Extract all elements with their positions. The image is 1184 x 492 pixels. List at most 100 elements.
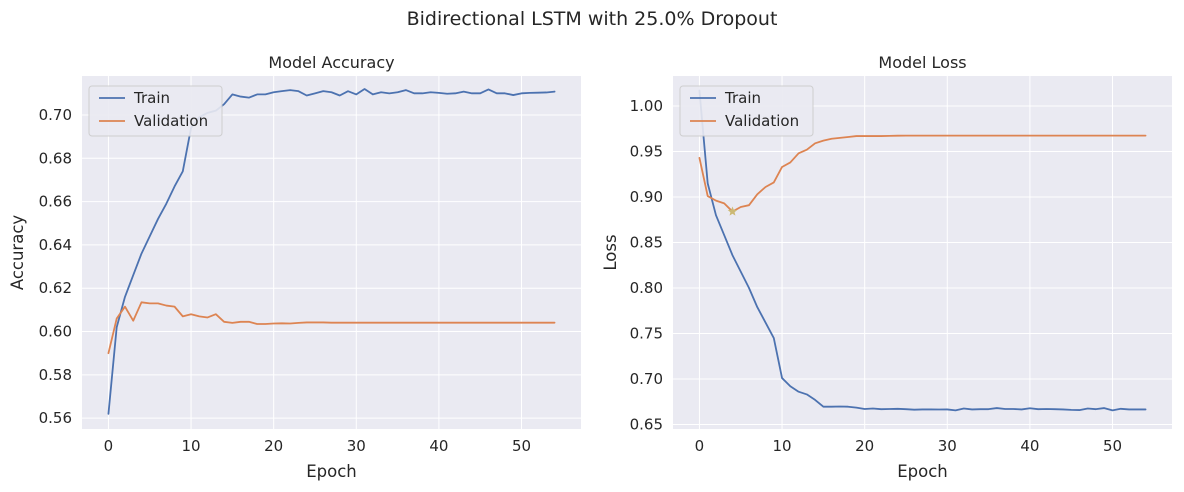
accuracy-validation-point <box>512 322 514 324</box>
loss-train-point <box>1145 409 1147 411</box>
accuracy-train-point <box>421 92 423 94</box>
loss-train-point <box>798 391 800 393</box>
loss-train-point <box>996 407 998 409</box>
loss-train-point <box>905 408 907 410</box>
accuracy-validation-point <box>141 301 143 303</box>
accuracy-train-point <box>471 92 473 94</box>
loss-train-point <box>1037 408 1039 410</box>
accuracy-train-point <box>397 91 399 93</box>
accuracy-train-point <box>388 92 390 94</box>
loss-x-tick-label: 20 <box>855 437 874 455</box>
loss-train-point <box>740 271 742 273</box>
loss-train-point <box>1054 408 1056 410</box>
accuracy-y-tick-label: 0.66 <box>39 193 72 211</box>
loss-y-tick-label: 0.80 <box>630 279 663 297</box>
loss-train-point <box>1021 409 1023 411</box>
loss-validation-point <box>938 135 940 137</box>
accuracy-validation-point <box>182 315 184 317</box>
loss-train-point <box>979 408 981 410</box>
loss-validation-point <box>913 135 915 137</box>
accuracy-y-axis-label: Accuracy <box>8 215 27 291</box>
accuracy-y-tick-label: 0.62 <box>39 279 72 297</box>
accuracy-validation-point <box>405 322 407 324</box>
accuracy-validation-line <box>107 301 556 355</box>
loss-y-tick-label: 0.75 <box>630 324 663 342</box>
loss-train-point <box>847 406 849 408</box>
loss-train-point <box>1062 409 1064 411</box>
loss-train-point <box>1079 409 1081 411</box>
accuracy-validation-point <box>479 322 481 324</box>
loss-validation-point <box>715 200 717 202</box>
loss-validation-point <box>971 135 973 137</box>
accuracy-train-point <box>141 253 143 255</box>
loss-validation-point <box>1046 135 1048 137</box>
loss-y-tick-label: 0.90 <box>630 188 663 206</box>
loss-validation-point <box>872 135 874 137</box>
accuracy-train-point <box>339 95 341 97</box>
accuracy-validation-point <box>289 323 291 325</box>
loss-train-point <box>1012 408 1014 410</box>
loss-x-axis-label: Epoch <box>897 462 948 481</box>
loss-validation-point <box>955 135 957 137</box>
accuracy-train-point <box>149 235 151 237</box>
loss-train-point <box>732 254 734 256</box>
loss-y-tick-label: 0.65 <box>630 415 663 433</box>
loss-validation-point <box>889 135 891 137</box>
loss-validation-point <box>847 136 849 138</box>
loss-train-point <box>889 408 891 410</box>
loss-validation-point <box>988 135 990 137</box>
accuracy-train-point <box>537 92 539 94</box>
loss-validation-point <box>880 135 882 137</box>
accuracy-train-point <box>174 186 176 188</box>
accuracy-validation-point <box>430 322 432 324</box>
accuracy-validation-point <box>124 306 126 308</box>
loss-train-point <box>1112 409 1114 411</box>
accuracy-x-tick-label: 30 <box>347 437 366 455</box>
loss-validation-point <box>1012 135 1014 137</box>
loss-train-point <box>971 409 973 411</box>
accuracy-validation-point <box>331 322 333 324</box>
loss-validation-point <box>963 135 965 137</box>
accuracy-train-point <box>116 326 118 328</box>
accuracy-validation-point <box>471 322 473 324</box>
accuracy-train-point <box>322 90 324 92</box>
accuracy-train-point <box>240 96 242 98</box>
loss-legend-label-validation: Validation <box>725 112 799 130</box>
loss-train-point <box>897 408 899 410</box>
loss-train-point <box>748 287 750 289</box>
loss-train-point <box>715 214 717 216</box>
loss-train-point <box>1095 408 1097 410</box>
accuracy-validation-point <box>388 322 390 324</box>
accuracy-train-point <box>331 91 333 93</box>
accuracy-train-point <box>545 92 547 94</box>
accuracy-validation-point <box>455 322 457 324</box>
accuracy-train-point <box>529 92 531 94</box>
loss-validation-line <box>698 134 1147 213</box>
accuracy-train-point <box>355 94 357 96</box>
loss-legend-label-train: Train <box>724 89 761 107</box>
loss-validation-point <box>856 135 858 137</box>
accuracy-train-point <box>314 92 316 94</box>
accuracy-validation-point <box>281 322 283 324</box>
accuracy-validation-point <box>355 322 357 324</box>
accuracy-train-point <box>256 94 258 96</box>
accuracy-validation-point <box>190 313 192 315</box>
figure-title: Bidirectional LSTM with 25.0% Dropout <box>407 8 778 30</box>
loss-validation-point <box>864 135 866 137</box>
loss-validation-point <box>1103 135 1105 137</box>
loss-y-tick-label: 0.95 <box>630 143 663 161</box>
loss-train-point <box>839 406 841 408</box>
loss-train-point <box>856 407 858 409</box>
accuracy-train-point <box>108 413 110 415</box>
loss-train-point <box>781 377 783 379</box>
accuracy-train-point <box>364 88 366 90</box>
accuracy-validation-point <box>488 322 490 324</box>
accuracy-validation-point <box>215 313 217 315</box>
accuracy-x-tick-label: 20 <box>264 437 283 455</box>
accuracy-train-point <box>165 203 167 205</box>
loss-x-tick-label: 50 <box>1103 437 1122 455</box>
accuracy-train-point <box>298 90 300 92</box>
accuracy-train-point <box>512 94 514 96</box>
accuracy-x-tick-label: 40 <box>429 437 448 455</box>
